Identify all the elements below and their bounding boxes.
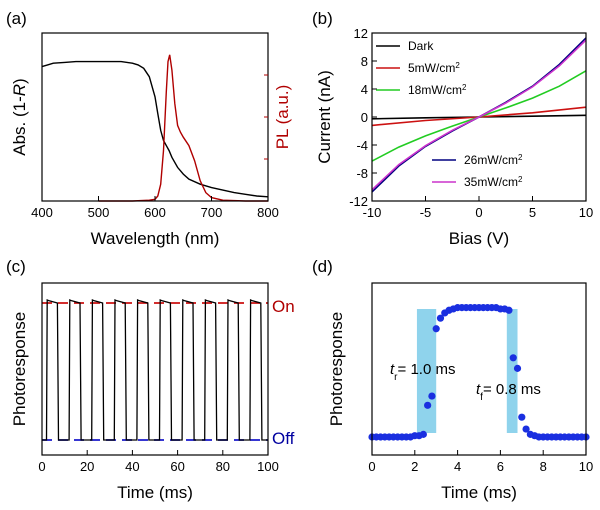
panel-c: (c) 0 20 40 60 80 100 On Off Time (ms) Photor… [6,257,295,502]
rise-band [416,309,437,433]
y-tick-label: 0 [361,110,368,125]
x-tick-label: 8 [540,459,547,474]
legend-label: 5mW/cm2 [408,61,460,76]
panel-d-ylabel: Photoresponse [327,312,346,426]
legend-label: 18mW/cm2 [408,83,467,98]
y-tick-label: 4 [361,82,368,97]
panel-c-label: (c) [6,257,26,276]
panel-d-xlabel: Time (ms) [441,483,517,502]
x-tick-label: 600 [144,205,166,220]
panel-a-series [41,54,269,202]
panel-a-x-ticks: 400 500 600 700 800 [31,74,279,220]
data-point [505,306,513,314]
data-point [509,354,517,362]
legend-label: Dark [408,39,434,53]
data-point [419,430,427,438]
y-tick-label: 12 [354,26,368,41]
x-tick-label: 0 [368,459,375,474]
panel-d-x-ticks: 0 2 4 6 8 10 [368,450,593,474]
x-tick-label: -5 [420,205,432,220]
panel-c-on-label: On [272,297,295,316]
data-point [513,364,522,372]
data-point [424,401,432,409]
x-tick-label: 100 [257,459,279,474]
panel-b-y-ticks: -12 -8 -4 0 4 8 12 [349,26,377,209]
legend-superscript: 2 [462,83,467,92]
panel-b-ylabel: Current (nA) [315,70,334,164]
legend-superscript: 2 [518,175,523,184]
panel-d-rise-time: tr= 1.0 ms [390,361,455,383]
legend-label: 35mW/cm2 [464,175,523,190]
panel-a-xlabel: Wavelength (nm) [91,229,220,248]
series-pl-line [98,54,268,202]
x-tick-label: 5 [529,205,536,220]
panel-c-ylabel: Photoresponse [10,312,29,426]
x-tick-label: 800 [257,205,279,220]
data-point [428,392,436,400]
panel-b-series [371,37,587,193]
legend-superscript: 2 [518,153,523,162]
panel-d-fall-time: tf= 0.8 ms [476,381,541,403]
x-tick-label: 0 [475,205,482,220]
data-point [518,413,526,421]
panel-d-bands [416,309,518,433]
photoresponse-line [42,299,268,441]
panel-a-label: (a) [6,9,27,28]
x-tick-label: 400 [31,205,53,220]
x-tick-label: 20 [80,459,94,474]
panel-c-off-label: Off [272,429,295,448]
panel-c-frame [41,282,269,456]
x-tick-label: 500 [88,205,110,220]
x-tick-label: 6 [497,459,504,474]
data-point [432,325,440,333]
panel-b-xlabel: Bias (V) [449,229,509,248]
x-tick-label: 700 [201,205,223,220]
data-point [436,314,445,322]
x-tick-label: 80 [216,459,230,474]
y-tick-label: 8 [361,54,368,69]
x-tick-label: 4 [454,459,461,474]
y-tick-label: -8 [356,166,368,181]
panel-c-xlabel: Time (ms) [117,483,193,502]
panel-a-ylabel-right: PL (a.u.) [273,85,292,150]
series-line [371,39,587,191]
panel-d-frame [371,282,587,456]
panel-a: (a) 400 500 600 700 800 Wavelength (nm) Abs.… [6,9,292,248]
legend-superscript: 2 [455,61,460,70]
panel-d: (d) 0 2 4 6 8 10 tr= 1.0 ms tf= 0.8 ms Time (… [312,257,593,502]
x-tick-label: 60 [170,459,184,474]
panel-c-x-ticks: 0 20 40 60 80 100 [38,450,279,474]
fall-band [506,309,518,433]
panel-a-ylabel: Abs. (1-R) [10,78,29,155]
panel-b-label: (b) [312,9,333,28]
x-tick-label: -10 [363,205,382,220]
panel-d-points [368,304,590,441]
y-tick-label: -12 [349,194,368,209]
panel-b: (b) -10 -5 0 5 10 -12 -8 -4 0 4 8 12 Dark 5mW/cm2 18… [312,9,593,248]
panel-b-legend: Dark 5mW/cm2 18mW/cm2 26mW/cm2 35mW/cm2 [376,39,523,189]
y-tick-label: -4 [356,138,368,153]
series-line [371,37,587,193]
x-tick-label: 10 [579,205,593,220]
panel-a-frame [41,32,269,202]
data-point [522,425,530,433]
panel-c-series [42,299,268,441]
x-tick-label: 2 [411,459,418,474]
legend-label: 26mW/cm2 [464,153,523,168]
x-tick-label: 0 [38,459,45,474]
series-abs-line [41,60,269,198]
panel-d-label: (d) [312,257,333,276]
x-tick-label: 10 [579,459,593,474]
panel-b-x-ticks: -10 -5 0 5 10 [363,196,593,220]
x-tick-label: 40 [125,459,139,474]
